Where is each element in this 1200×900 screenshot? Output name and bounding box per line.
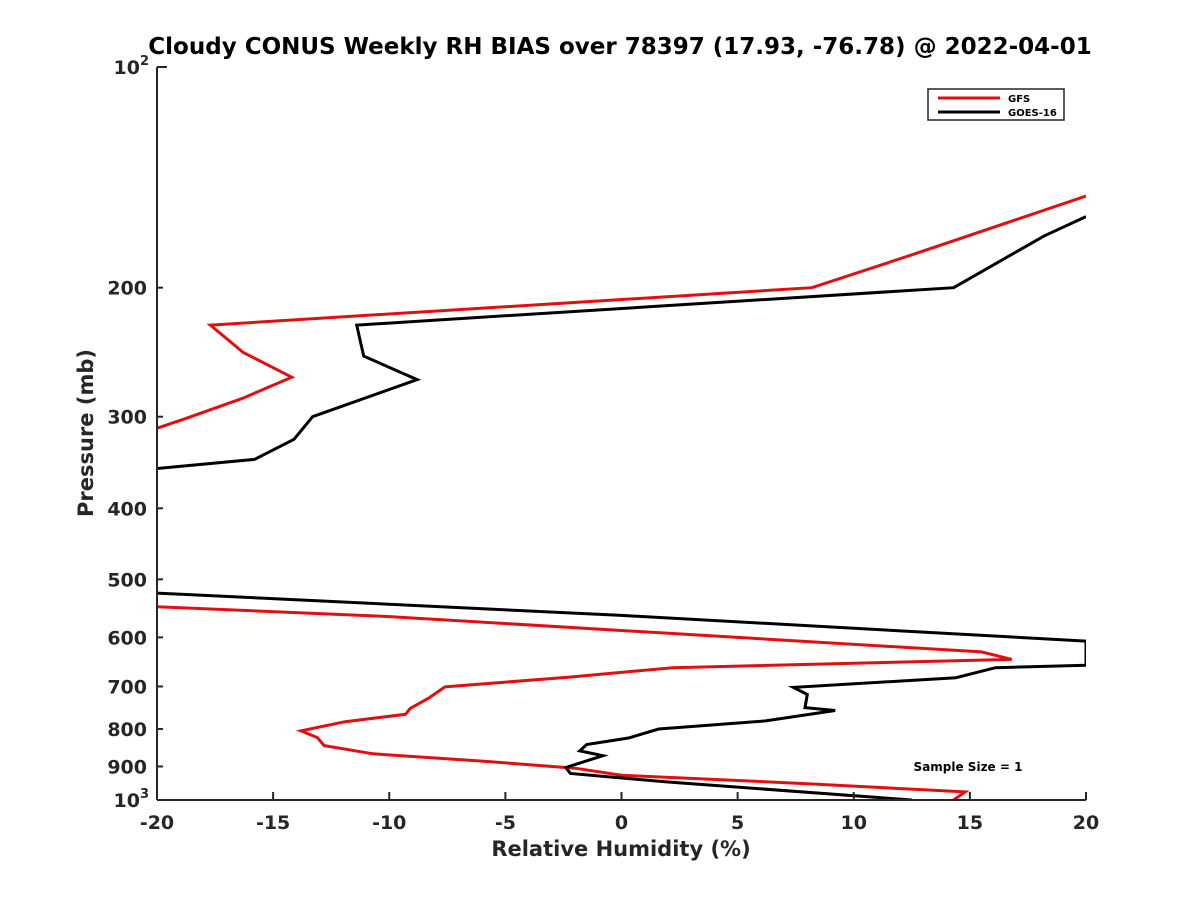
series-line-gfs-segment-2 (157, 605, 1013, 800)
series-line-gfs-segment-1 (157, 194, 1086, 430)
series-line-goes-16-segment-1 (157, 215, 1086, 470)
y-tick-label: 900 (107, 756, 147, 778)
legend-label-gfs: GFS (1008, 94, 1030, 105)
y-tick-label: 800 (107, 719, 147, 741)
x-tick-label: -5 (495, 812, 516, 834)
y-tick-label: 400 (107, 498, 147, 520)
x-tick-label: 10 (841, 812, 867, 834)
x-tick-label: -10 (372, 812, 406, 834)
legend-label-goes-16: GOES-16 (1008, 108, 1057, 119)
x-tick-label: 0 (615, 812, 628, 834)
x-tick-label: 15 (957, 812, 983, 834)
y-major-tick-label: 102 (114, 54, 150, 79)
series-layer (157, 194, 1086, 800)
legend-box (927, 88, 1065, 121)
y-major-tick-label: 103 (114, 787, 150, 812)
y-tick-label: 500 (107, 569, 147, 591)
y-tick-label: 600 (107, 627, 147, 649)
chart-title: Cloudy CONUS Weekly RH BIAS over 78397 (… (148, 34, 1091, 60)
x-tick-label: -20 (140, 812, 174, 834)
legend: GFS GOES-16 (927, 88, 1065, 121)
x-tick-label: 20 (1073, 812, 1099, 834)
series-line-goes-16-segment-2 (157, 591, 1086, 800)
axes-layer: -20 -15 -10 -5 0 5 10 15 20 200 300 400 500 600 700 800… (107, 54, 1099, 834)
sample-size-annotation: Sample Size = 1 (914, 760, 1023, 774)
x-axis-label: Relative Humidity (%) (491, 837, 750, 861)
y-axis-label: Pressure (mb) (74, 349, 98, 517)
x-tick-label: 5 (731, 812, 744, 834)
y-tick-label: 300 (107, 407, 147, 429)
y-tick-label: 700 (107, 676, 147, 698)
x-tick-label: -15 (256, 812, 290, 834)
y-tick-label: 200 (107, 278, 147, 300)
